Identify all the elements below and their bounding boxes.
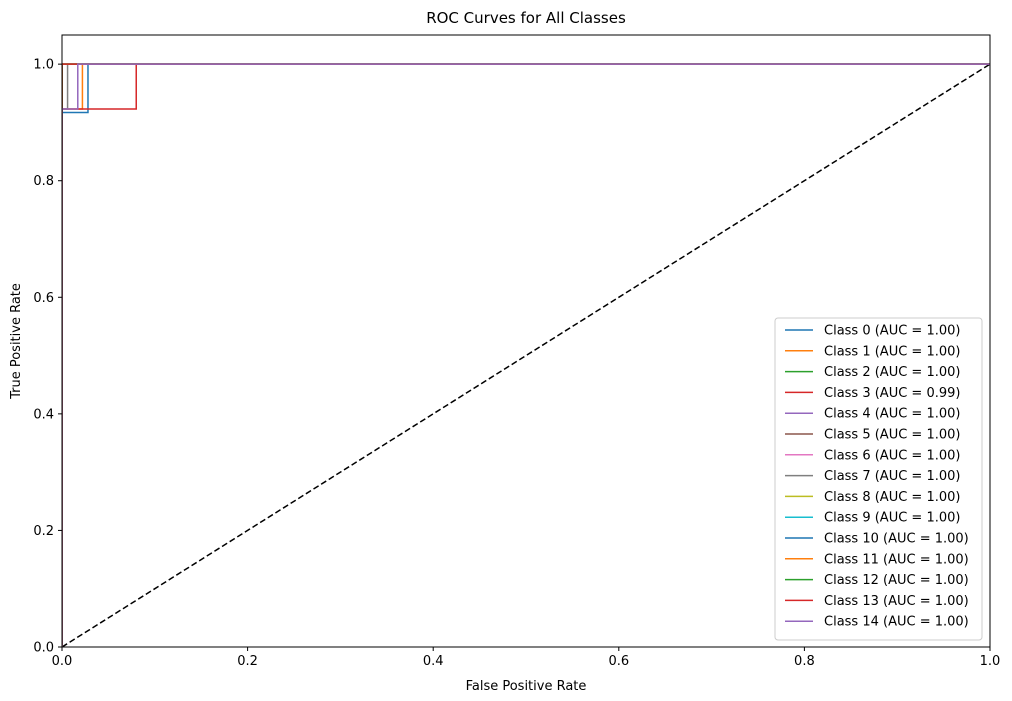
legend-label-class-5: Class 5 (AUC = 1.00) [824,428,960,443]
chart-title: ROC Curves for All Classes [426,9,626,27]
x-tick-label: 1.0 [980,654,1001,669]
x-tick-label: 0.6 [608,654,629,669]
plot-frame [61,34,991,648]
legend-label-class-1: Class 1 (AUC = 1.00) [824,344,960,359]
roc-series-line-class-14 [62,63,990,647]
legend-label-class-4: Class 4 (AUC = 1.00) [824,407,960,422]
axes: 0.0 0.2 0.4 0.6 0.8 1.0 0.0 0.2 0.4 0.6 0.8 1.0 [33,34,1001,669]
y-tick-label: 0.4 [33,407,54,422]
y-tick-label: 0.2 [33,524,54,539]
legend-label-class-0: Class 0 (AUC = 1.00) [824,324,960,339]
legend-label-class-11: Class 11 (AUC = 1.00) [824,552,969,567]
legend-label-class-2: Class 2 (AUC = 1.00) [824,365,960,380]
y-axis-title: True Positive Rate [9,283,24,400]
y-tick-label: 0.6 [33,291,54,306]
x-tick-label: 0.8 [794,654,815,669]
legend-label-class-7: Class 7 (AUC = 1.00) [824,469,960,484]
y-tick-label: 0.0 [33,641,54,656]
legend-label-class-14: Class 14 (AUC = 1.00) [824,615,969,630]
x-axis-title: False Positive Rate [466,679,587,694]
legend-label-class-9: Class 9 (AUC = 1.00) [824,511,960,526]
x-tick-label: 0.4 [423,654,444,669]
legend-label-class-8: Class 8 (AUC = 1.00) [824,490,960,505]
x-tick-label: 0.2 [237,654,258,669]
legend-box [774,317,983,641]
legend-label-class-3: Class 3 (AUC = 0.99) [824,386,960,401]
legend-label-class-13: Class 13 (AUC = 1.00) [824,594,969,609]
legend-label-class-10: Class 10 (AUC = 1.00) [824,532,969,547]
x-tick-label: 0.0 [52,654,73,669]
legend: Class 0 (AUC = 1.00) Class 1 (AUC = 1.00)… [774,317,983,641]
y-tick-label: 0.8 [33,174,54,189]
plot-area [62,63,990,647]
y-tick-label: 1.0 [33,58,54,73]
legend-label-class-6: Class 6 (AUC = 1.00) [824,448,960,463]
reference-diagonal-line [62,63,990,647]
legend-label-class-12: Class 12 (AUC = 1.00) [824,573,969,588]
